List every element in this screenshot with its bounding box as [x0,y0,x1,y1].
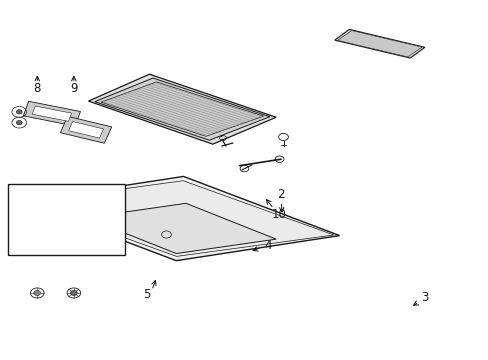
Polygon shape [32,204,76,224]
Text: 10: 10 [272,208,286,221]
Polygon shape [334,30,424,58]
Circle shape [70,291,77,296]
Polygon shape [95,78,269,140]
Polygon shape [32,196,76,215]
Polygon shape [101,82,263,136]
Text: 7: 7 [103,221,110,234]
Polygon shape [20,176,339,261]
Polygon shape [337,31,421,57]
Polygon shape [26,181,333,256]
Text: 8: 8 [34,82,41,95]
Circle shape [16,121,22,125]
Text: 1: 1 [217,116,225,129]
Bar [8,184,125,255]
Polygon shape [60,116,111,143]
Text: 3: 3 [420,291,427,304]
Polygon shape [86,203,276,253]
Circle shape [16,110,22,114]
Text: 9: 9 [70,82,78,95]
Text: 11: 11 [215,228,229,241]
Polygon shape [88,74,276,144]
Text: 4: 4 [264,239,271,252]
Polygon shape [68,122,103,138]
Polygon shape [32,106,71,121]
Text: 2: 2 [277,188,284,201]
Text: 6: 6 [9,231,17,244]
Text: 5: 5 [143,288,150,301]
Polygon shape [23,101,81,126]
Circle shape [34,291,41,296]
